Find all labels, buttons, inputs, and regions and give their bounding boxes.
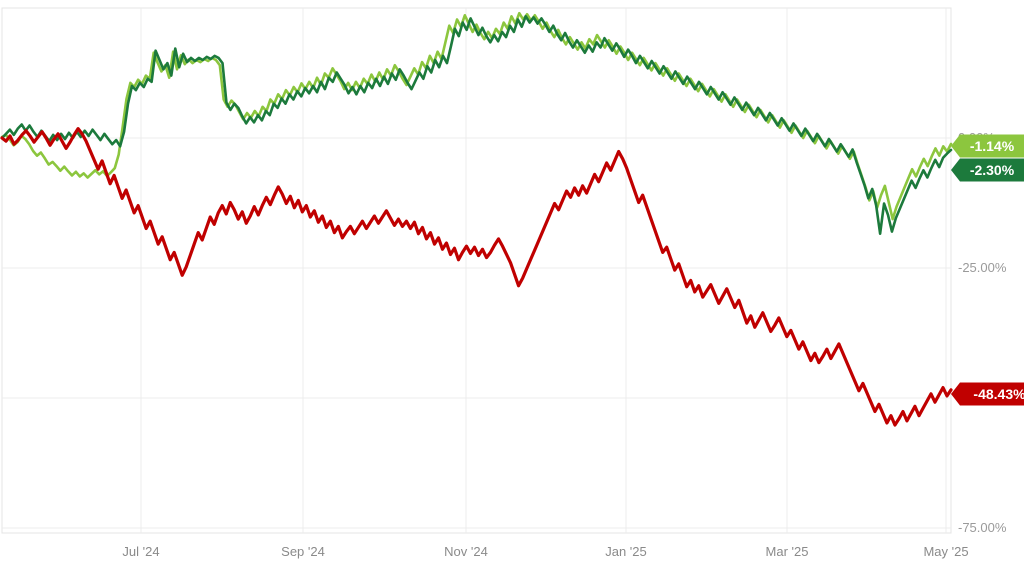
light-green-end-label-shape xyxy=(951,134,1024,158)
series-group xyxy=(0,11,953,427)
red-series-path xyxy=(0,127,953,427)
y-axis-labels-group: 0.00%-25.00%-50.00%-75.00% xyxy=(958,130,1007,535)
x-axis-tick-label-3: Jan '25 xyxy=(605,544,647,559)
x-axis-labels-group: Jul '24 Sep '24 Nov '24 Jan '25 Mar '25 May '… xyxy=(122,544,968,559)
dark-green-series-path xyxy=(0,15,953,235)
x-axis-tick-label-0: Jul '24 xyxy=(122,544,159,559)
y-axis-tick-label-3: -75.00% xyxy=(958,520,1007,535)
light-green-end-label-group: -1.14% xyxy=(951,134,1024,158)
red-end-label-group: -48.43% xyxy=(951,382,1024,406)
light-green-end-label-text: -1.14% xyxy=(970,138,1015,154)
dark-green-end-label-group: -2.30% xyxy=(951,158,1024,182)
red-end-label-shape xyxy=(951,382,1024,406)
x-axis-tick-label-5: May '25 xyxy=(923,544,968,559)
gridlines-group xyxy=(1,7,952,534)
red-end-label-text: -48.43% xyxy=(973,386,1024,402)
end-value-flags-group: -1.14% -2.30% -48.43% xyxy=(951,134,1024,406)
dark-green-end-label-text: -2.30% xyxy=(970,162,1015,178)
x-axis-tick-label-4: Mar '25 xyxy=(766,544,809,559)
x-axis-tick-label-1: Sep '24 xyxy=(281,544,325,559)
plot-area-border xyxy=(1,7,952,534)
y-axis-tick-label-1: -25.00% xyxy=(958,260,1007,275)
dark-green-end-label-shape xyxy=(951,158,1024,182)
x-axis-tick-label-2: Nov '24 xyxy=(444,544,488,559)
light-green-series-path xyxy=(0,11,953,221)
